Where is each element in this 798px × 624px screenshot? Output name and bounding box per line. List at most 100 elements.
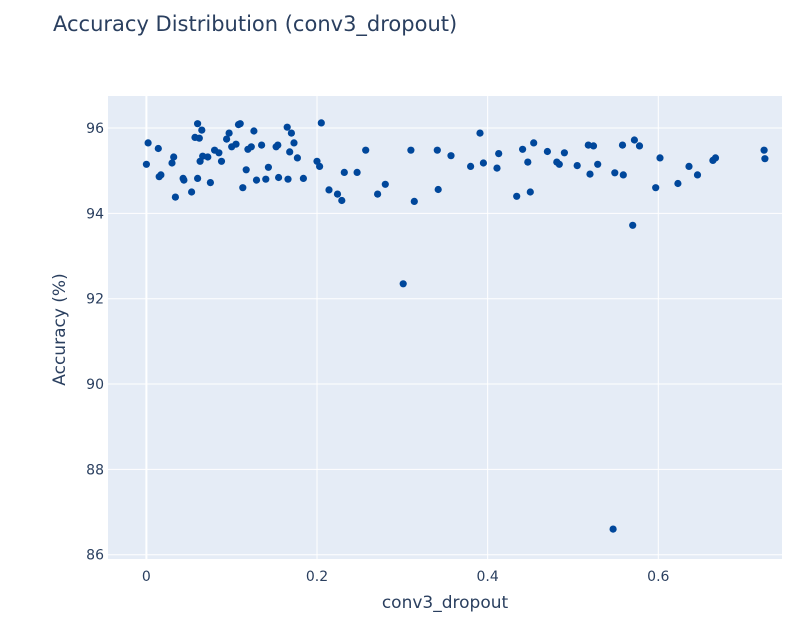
data-point[interactable] [206,179,214,187]
data-point[interactable] [317,119,325,127]
data-point[interactable] [252,176,261,184]
data-point[interactable] [144,139,152,147]
data-point[interactable] [275,173,283,182]
data-point[interactable] [293,154,301,162]
data-point[interactable] [381,180,389,188]
x-tick-label: 0.2 [306,569,328,585]
data-point[interactable] [232,140,240,148]
data-point[interactable] [290,139,298,147]
data-point[interactable] [685,162,693,170]
data-point[interactable] [493,164,501,172]
y-tick-label: 92 [86,292,104,308]
tick-labels: 0 0.2 0.4 0.6 86 88 90 92 94 96 [86,121,669,585]
data-point[interactable] [589,142,598,150]
data-point[interactable] [247,143,255,151]
data-point[interactable] [262,175,270,183]
data-point[interactable] [693,171,702,179]
data-point[interactable] [407,146,415,154]
data-point[interactable] [586,170,594,178]
data-point[interactable] [399,280,407,288]
data-point[interactable] [611,169,619,177]
data-point[interactable] [287,129,295,137]
data-point[interactable] [761,155,769,163]
data-point[interactable] [353,168,361,176]
x-tick-label: 0 [142,569,151,585]
data-point[interactable] [316,162,324,170]
data-point[interactable] [171,193,179,201]
data-point[interactable] [447,152,455,160]
data-point[interactable] [195,134,203,142]
data-point[interactable] [433,146,441,154]
data-point[interactable] [760,146,768,154]
data-point[interactable] [467,162,475,170]
data-point[interactable] [410,197,418,205]
data-point[interactable] [513,192,521,200]
data-point[interactable] [223,135,231,143]
data-point[interactable] [573,162,581,170]
data-point[interactable] [434,185,442,194]
data-point[interactable] [555,160,563,168]
data-point[interactable] [194,174,202,182]
data-point[interactable] [168,159,176,167]
x-tick-label: 0.4 [477,569,499,585]
data-point[interactable] [543,147,552,156]
data-point[interactable] [530,139,538,147]
data-point[interactable] [242,166,250,174]
data-point[interactable] [711,154,720,162]
data-point[interactable] [476,129,484,137]
data-point[interactable] [299,174,307,182]
plot-background [108,96,782,559]
data-point[interactable] [236,120,244,128]
data-point[interactable] [142,160,150,168]
data-point[interactable] [519,145,527,153]
data-point[interactable] [215,149,223,157]
x-tick-label: 0.6 [647,569,669,585]
data-point[interactable] [198,126,206,134]
data-point[interactable] [374,190,382,198]
data-point[interactable] [250,127,258,135]
data-point[interactable] [479,159,487,167]
data-point[interactable] [340,168,348,176]
data-point[interactable] [157,171,165,179]
data-point[interactable] [204,153,212,161]
data-point[interactable] [225,129,233,137]
data-point[interactable] [333,190,342,198]
data-point[interactable] [362,146,370,154]
data-point[interactable] [609,525,617,533]
data-point[interactable] [495,150,503,158]
data-point[interactable] [674,179,682,188]
data-point[interactable] [286,148,294,156]
y-tick-label: 90 [86,377,104,393]
chart-title: Accuracy Distribution (conv3_dropout) [53,12,458,36]
data-point[interactable] [217,157,226,165]
data-point[interactable] [188,188,196,196]
data-point[interactable] [618,141,627,149]
data-point[interactable] [656,154,664,162]
gridlines [108,96,782,559]
data-point[interactable] [560,149,569,157]
data-point[interactable] [258,141,266,149]
data-point[interactable] [274,141,282,149]
data-point[interactable] [284,175,292,183]
data-point[interactable] [194,120,202,128]
data-point[interactable] [325,186,333,194]
y-tick-label: 96 [86,121,104,137]
data-point[interactable] [594,160,602,168]
data-point[interactable] [619,171,627,179]
y-axis-title: Accuracy (%) [50,273,70,385]
data-point[interactable] [154,144,162,153]
data-point[interactable] [524,158,532,166]
y-tick-label: 88 [86,462,104,478]
data-point[interactable] [635,142,644,150]
data-point[interactable] [170,153,178,161]
data-point[interactable] [239,184,247,192]
data-point[interactable] [338,196,346,205]
data-point[interactable] [652,184,660,192]
data-point[interactable] [526,188,534,196]
data-point[interactable] [264,163,272,171]
data-point[interactable] [283,123,291,131]
data-point[interactable] [629,221,637,229]
data-point[interactable] [630,136,639,144]
data-point[interactable] [180,176,188,184]
